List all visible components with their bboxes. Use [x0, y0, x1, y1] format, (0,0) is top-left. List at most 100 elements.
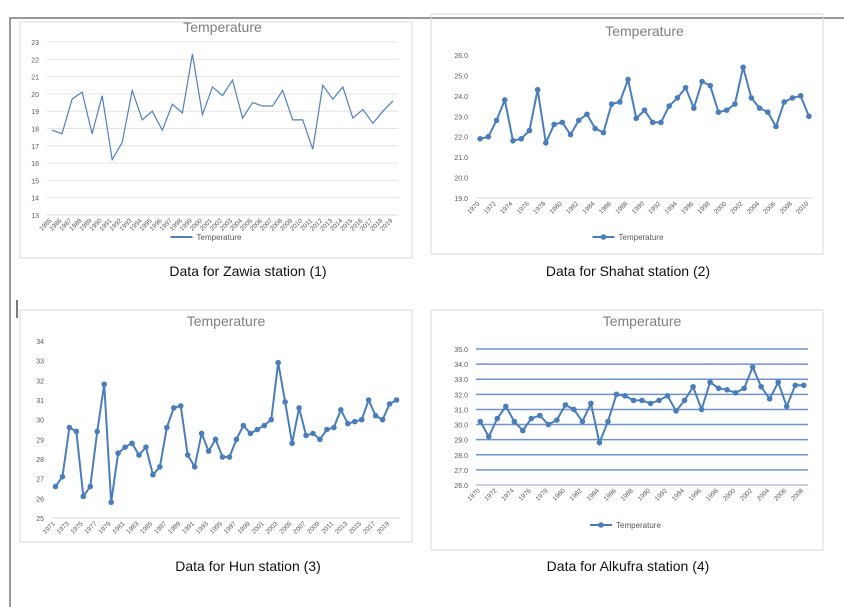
data-point: [592, 125, 598, 132]
data-point: [600, 129, 607, 136]
data-point: [108, 499, 114, 506]
data-point: [545, 421, 552, 428]
x-tick-label: 2019: [379, 217, 394, 232]
data-point: [520, 427, 526, 434]
y-tick-label: 24.0: [454, 94, 468, 101]
x-tick-label: 1974: [499, 200, 514, 215]
y-tick-label: 19.0: [454, 196, 468, 203]
x-tick-label: 2000: [722, 487, 737, 502]
y-tick-label: 20.0: [454, 176, 468, 183]
caption: Data for Alkufra station (4): [547, 558, 710, 574]
data-point: [296, 405, 302, 411]
data-point: [732, 101, 738, 107]
x-tick-label: 1978: [535, 487, 550, 502]
x-tick-label: 2017: [362, 520, 377, 535]
data-point: [254, 426, 261, 433]
data-point: [511, 418, 518, 425]
data-point: [656, 397, 662, 404]
x-tick-label: 2015: [348, 520, 363, 535]
caption: Data for Zawia station (1): [169, 263, 326, 279]
x-tick-label: 1972: [483, 200, 498, 215]
data-point: [622, 393, 628, 399]
x-tick-label: 2006: [773, 487, 788, 502]
data-point: [781, 99, 788, 105]
data-point: [184, 452, 191, 458]
data-point: [707, 82, 714, 89]
data-point: [613, 391, 620, 398]
x-tick-label: 2008: [790, 487, 805, 502]
y-tick-label: 19: [31, 109, 39, 116]
x-tick-label: 1978: [532, 200, 547, 215]
x-tick-label: 1987: [153, 520, 168, 535]
x-tick-label: 1973: [56, 520, 71, 535]
chart-title: Temperature: [187, 313, 266, 329]
y-tick-label: 26.0: [454, 53, 468, 60]
data-point: [664, 393, 671, 399]
data-point: [198, 430, 205, 437]
data-point: [579, 418, 586, 425]
data-point: [649, 119, 656, 126]
data-point: [226, 454, 233, 460]
data-point: [501, 97, 508, 103]
x-tick-label: 2009: [306, 520, 321, 535]
data-point: [205, 448, 212, 454]
data-point: [240, 422, 247, 429]
y-tick-label: 14: [31, 196, 39, 203]
data-point: [608, 101, 615, 107]
data-point: [605, 418, 611, 425]
legend-marker: [600, 234, 607, 240]
data-point: [136, 452, 142, 458]
data-point: [741, 385, 747, 392]
data-point: [639, 397, 645, 404]
y-tick-label: 16: [31, 161, 39, 168]
data-point: [673, 408, 679, 414]
data-point: [164, 424, 170, 431]
y-tick-label: 20: [31, 92, 39, 99]
data-point: [303, 432, 309, 439]
y-tick-label: 25.0: [454, 73, 468, 80]
x-tick-label: 2010: [795, 200, 810, 215]
data-point: [715, 385, 722, 392]
x-tick-label: 2006: [762, 200, 777, 215]
x-tick-label: 2019: [376, 520, 391, 535]
data-point: [219, 454, 226, 460]
x-tick-label: 1980: [549, 200, 564, 215]
y-tick-label: 26.0: [454, 483, 468, 490]
x-tick-label: 2003: [264, 520, 279, 535]
x-tick-label: 1998: [696, 200, 711, 215]
x-tick-label: 1984: [581, 200, 596, 215]
data-point: [150, 471, 156, 478]
data-point: [571, 406, 577, 413]
data-point: [233, 436, 240, 443]
data-point: [94, 428, 101, 435]
y-tick-label: 22: [31, 57, 39, 64]
chart-title: Temperature: [183, 19, 262, 35]
x-tick-label: 1986: [598, 200, 613, 215]
data-point: [379, 416, 386, 423]
y-tick-label: 32.0: [454, 392, 468, 399]
data-point: [758, 383, 764, 390]
data-point: [691, 105, 697, 111]
data-point: [723, 107, 730, 113]
data-point: [510, 138, 516, 144]
data-point: [345, 420, 351, 427]
x-tick-label: 2000: [713, 200, 728, 215]
y-tick-label: 33.0: [454, 377, 468, 384]
x-tick-label: 1970: [466, 487, 481, 502]
data-point: [690, 383, 696, 390]
data-point: [157, 464, 163, 470]
y-tick-label: 34: [36, 339, 44, 346]
x-tick-label: 1990: [637, 487, 652, 502]
legend-label: Temperature: [619, 233, 664, 242]
x-tick-label: 2002: [729, 200, 744, 215]
caption: Data for Shahat station (2): [546, 263, 710, 279]
data-point: [310, 430, 316, 437]
y-tick-label: 28.0: [454, 453, 468, 460]
x-tick-label: 1980: [552, 487, 567, 502]
x-tick-label: 1984: [586, 487, 601, 502]
data-point: [596, 439, 603, 446]
legend-label: Temperature: [616, 521, 661, 530]
data-point: [559, 119, 566, 126]
data-point: [129, 440, 135, 447]
